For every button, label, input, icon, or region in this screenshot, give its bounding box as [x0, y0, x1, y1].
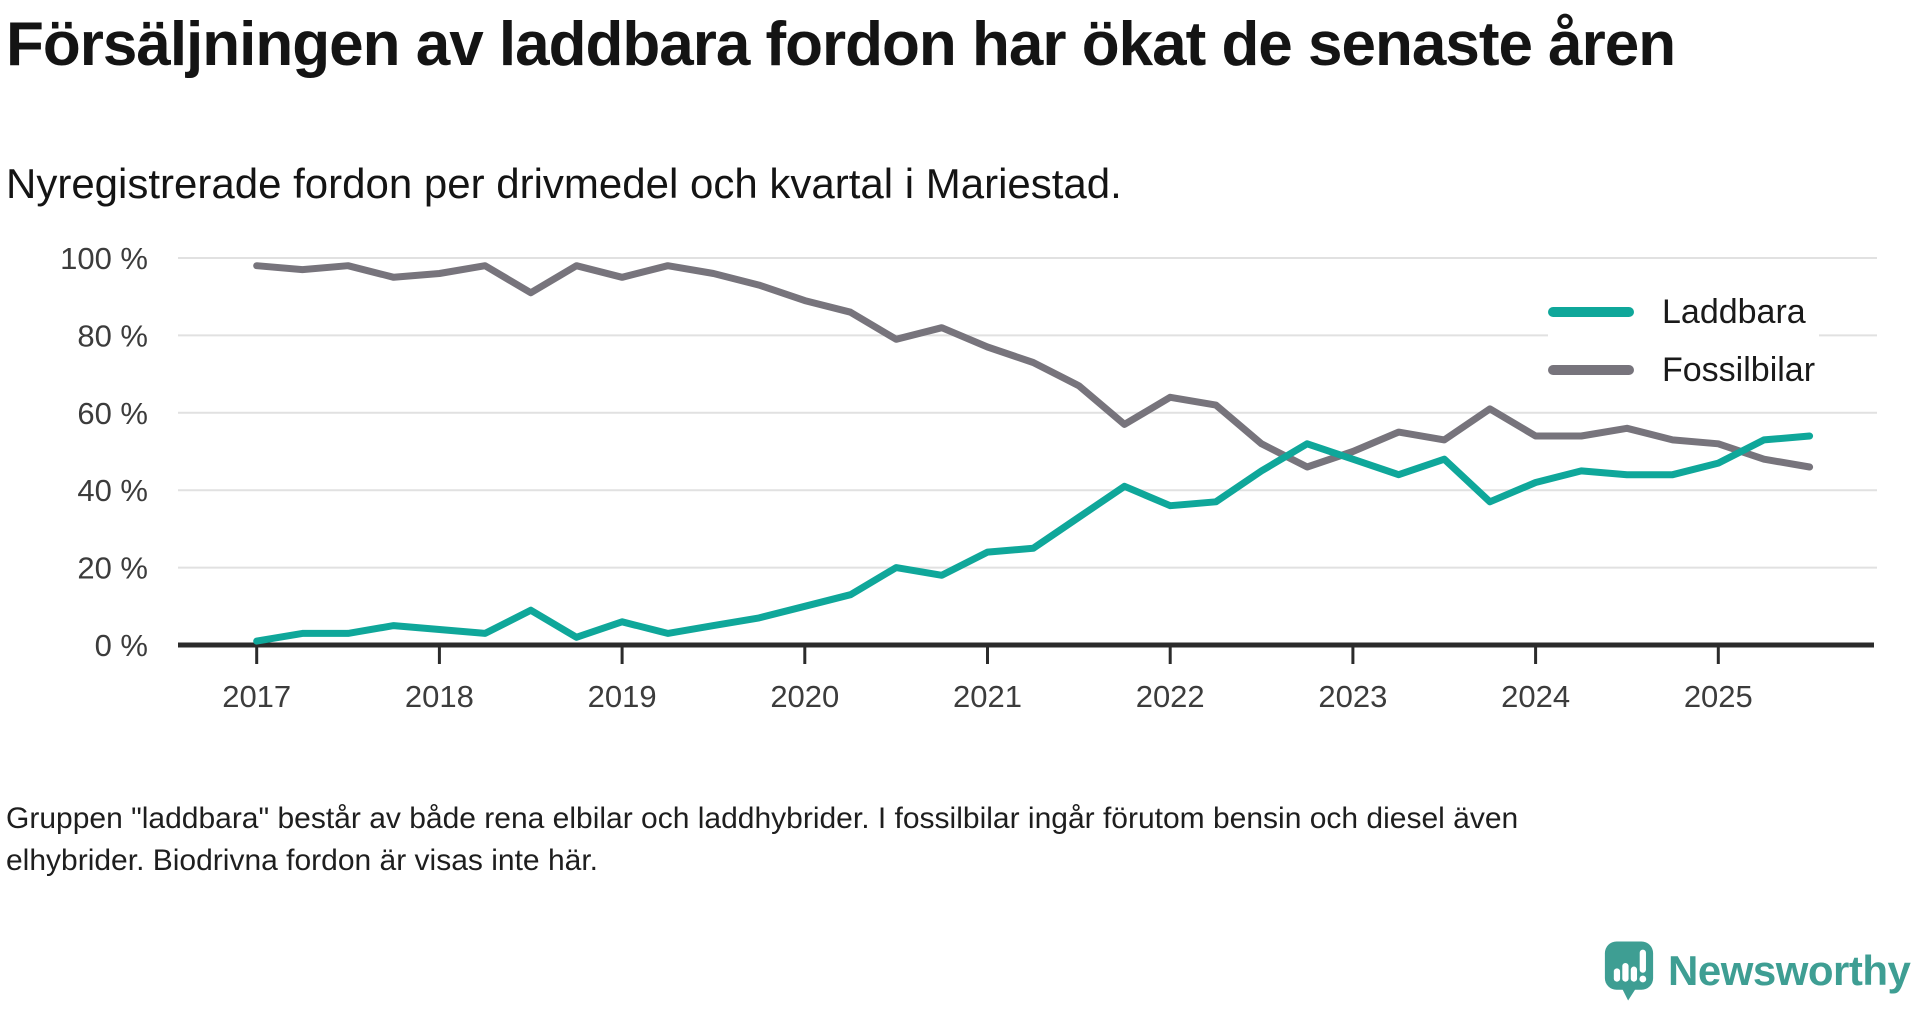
footnote: Gruppen "laddbara" består av både rena e… [6, 798, 1566, 882]
legend-item-laddbara: Laddbara [1548, 290, 1816, 334]
brand-logo: Newsworthy [1604, 940, 1911, 1002]
svg-text:100 %: 100 % [60, 241, 148, 276]
legend-label-laddbara: Laddbara [1662, 292, 1806, 331]
footnote-line-1: Gruppen "laddbara" består av både rena e… [6, 802, 1519, 835]
brand-wordmark: Newsworthy [1668, 947, 1911, 994]
svg-text:2018: 2018 [405, 679, 474, 714]
svg-text:60 %: 60 % [77, 396, 148, 431]
legend: Laddbara Fossilbilar [1548, 288, 1820, 394]
svg-text:2020: 2020 [770, 679, 839, 714]
svg-text:2023: 2023 [1318, 679, 1387, 714]
svg-text:2024: 2024 [1501, 679, 1570, 714]
svg-text:20 %: 20 % [77, 551, 148, 586]
legend-swatch-fossilbilar [1548, 365, 1634, 375]
svg-text:80 %: 80 % [77, 318, 148, 353]
svg-text:2022: 2022 [1136, 679, 1205, 714]
chart-subtitle: Nyregistrerade fordon per drivmedel och … [6, 160, 1122, 207]
svg-text:2019: 2019 [588, 679, 657, 714]
legend-item-fossilbilar: Fossilbilar [1548, 348, 1816, 392]
newsworthy-icon [1604, 941, 1654, 1001]
svg-text:2025: 2025 [1684, 679, 1753, 714]
legend-swatch-laddbara [1548, 307, 1634, 317]
svg-text:2017: 2017 [222, 679, 291, 714]
chart-title: Försäljningen av laddbara fordon har öka… [6, 10, 1676, 79]
footnote-line-2: elhybrider. Biodrivna fordon är visas in… [6, 844, 598, 877]
svg-text:0 %: 0 % [95, 628, 148, 663]
legend-label-fossilbilar: Fossilbilar [1662, 350, 1816, 389]
svg-text:2021: 2021 [953, 679, 1022, 714]
svg-text:40 %: 40 % [77, 473, 148, 508]
